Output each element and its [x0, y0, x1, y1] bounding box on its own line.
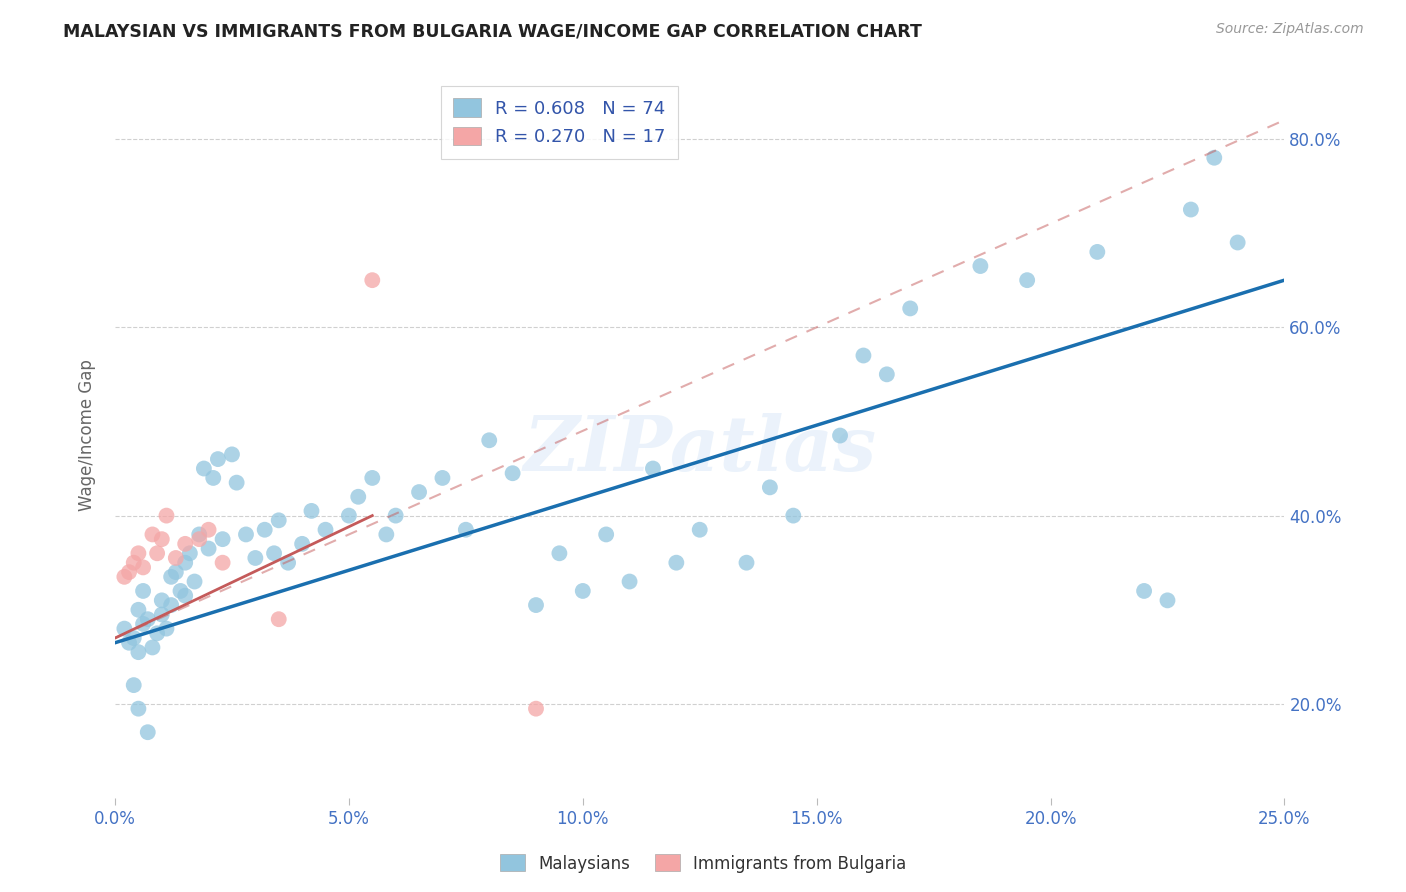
Point	[118, 565, 141, 579]
Point	[665, 556, 688, 570]
Point	[174, 589, 197, 603]
Legend: Malaysians, Immigrants from Bulgaria: Malaysians, Immigrants from Bulgaria	[494, 847, 912, 880]
Point	[136, 725, 159, 739]
Point	[969, 259, 991, 273]
Point	[188, 532, 211, 546]
Point	[347, 490, 370, 504]
Point	[183, 574, 205, 589]
Point	[595, 527, 617, 541]
Point	[852, 349, 875, 363]
Point	[315, 523, 337, 537]
Point	[876, 368, 898, 382]
Point	[150, 607, 173, 622]
Point	[207, 452, 229, 467]
Point	[127, 645, 149, 659]
Point	[122, 631, 145, 645]
Point	[150, 532, 173, 546]
Point	[478, 434, 501, 448]
Point	[112, 622, 135, 636]
Y-axis label: Wage/Income Gap: Wage/Income Gap	[79, 359, 96, 511]
Point	[641, 461, 664, 475]
Legend: R = 0.608   N = 74, R = 0.270   N = 17: R = 0.608 N = 74, R = 0.270 N = 17	[441, 86, 678, 159]
Point	[127, 701, 149, 715]
Point	[211, 532, 233, 546]
Text: MALAYSIAN VS IMMIGRANTS FROM BULGARIA WAGE/INCOME GAP CORRELATION CHART: MALAYSIAN VS IMMIGRANTS FROM BULGARIA WA…	[63, 22, 922, 40]
Point	[122, 556, 145, 570]
Point	[193, 461, 215, 475]
Point	[1204, 151, 1226, 165]
Point	[211, 556, 233, 570]
Point	[337, 508, 360, 523]
Point	[146, 626, 169, 640]
Point	[548, 546, 571, 560]
Point	[267, 612, 290, 626]
Point	[277, 556, 299, 570]
Point	[502, 467, 524, 481]
Point	[524, 701, 547, 715]
Point	[155, 508, 177, 523]
Point	[141, 640, 163, 655]
Point	[267, 513, 290, 527]
Point	[155, 622, 177, 636]
Point	[165, 551, 187, 566]
Point	[759, 480, 782, 494]
Point	[253, 523, 276, 537]
Point	[112, 570, 135, 584]
Point	[1017, 273, 1039, 287]
Point	[127, 603, 149, 617]
Point	[1180, 202, 1202, 217]
Point	[432, 471, 454, 485]
Point	[1133, 583, 1156, 598]
Point	[263, 546, 285, 560]
Point	[141, 527, 163, 541]
Point	[197, 541, 219, 556]
Point	[245, 551, 267, 566]
Point	[454, 523, 477, 537]
Point	[1156, 593, 1178, 607]
Point	[197, 523, 219, 537]
Point	[375, 527, 398, 541]
Text: Source: ZipAtlas.com: Source: ZipAtlas.com	[1216, 22, 1364, 37]
Point	[160, 598, 183, 612]
Point	[571, 583, 593, 598]
Point	[160, 570, 183, 584]
Point	[301, 504, 323, 518]
Point	[225, 475, 247, 490]
Point	[150, 593, 173, 607]
Point	[361, 273, 384, 287]
Point	[689, 523, 711, 537]
Point	[118, 636, 141, 650]
Point	[174, 556, 197, 570]
Point	[202, 471, 225, 485]
Point	[384, 508, 406, 523]
Point	[174, 537, 197, 551]
Point	[221, 447, 243, 461]
Point	[524, 598, 547, 612]
Point	[132, 616, 155, 631]
Point	[1085, 244, 1108, 259]
Point	[122, 678, 145, 692]
Point	[735, 556, 758, 570]
Point	[127, 546, 149, 560]
Point	[361, 471, 384, 485]
Point	[235, 527, 257, 541]
Point	[146, 546, 169, 560]
Point	[132, 583, 155, 598]
Point	[898, 301, 921, 316]
Text: ZIPatlas: ZIPatlas	[523, 413, 876, 487]
Point	[782, 508, 804, 523]
Point	[828, 428, 851, 442]
Point	[188, 527, 211, 541]
Point	[136, 612, 159, 626]
Point	[169, 583, 191, 598]
Point	[619, 574, 641, 589]
Point	[179, 546, 201, 560]
Point	[132, 560, 155, 574]
Point	[291, 537, 314, 551]
Point	[165, 565, 187, 579]
Point	[1226, 235, 1249, 250]
Point	[408, 485, 430, 500]
